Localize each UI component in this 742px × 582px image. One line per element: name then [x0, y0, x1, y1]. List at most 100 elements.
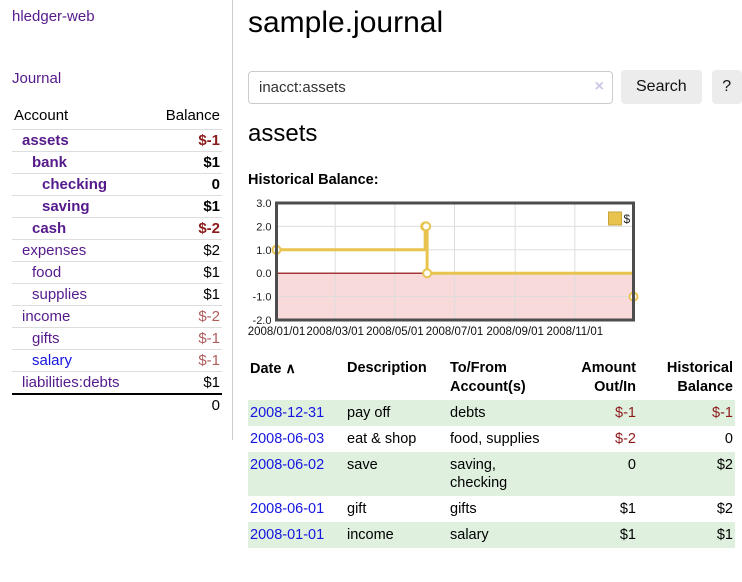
- help-button[interactable]: ?: [711, 70, 742, 104]
- register-description: income: [345, 522, 448, 548]
- register-date-link[interactable]: 2008-12-31: [250, 405, 325, 421]
- account-balance: $-1: [198, 352, 220, 369]
- account-row: salary $-1: [12, 349, 222, 371]
- account-balance: $-1: [198, 330, 220, 347]
- search-input-wrap: ×: [248, 70, 613, 104]
- register-date-link[interactable]: 2008-06-01: [250, 501, 325, 517]
- account-link[interactable]: cash: [32, 220, 67, 237]
- register-amount: 0: [543, 452, 638, 496]
- register-row: 2008-06-03 eat & shop food, supplies $-2 0: [248, 426, 735, 452]
- account-balance: $-2: [198, 220, 220, 237]
- account-balance: $-1: [198, 132, 220, 149]
- register-table: Date ∧ Description To/From Account(s) Am…: [248, 356, 735, 548]
- accounts-header-balance: Balance: [165, 107, 220, 124]
- register-row: 2008-12-31 pay off debts $-1 $-1: [248, 400, 735, 426]
- chart-legend-label: $: [624, 212, 631, 226]
- account-link[interactable]: liabilities:debts: [22, 374, 120, 391]
- account-heading: assets: [248, 120, 318, 147]
- register-header-accounts: To/From Account(s): [450, 360, 526, 395]
- register-header-amount: Amount Out/In: [581, 360, 636, 395]
- chart-y-tick-label: 0.0: [256, 268, 271, 280]
- accounts-table-header: Account Balance: [12, 104, 222, 129]
- search-input[interactable]: [248, 70, 613, 104]
- register-description: eat & shop: [347, 431, 417, 447]
- search-button[interactable]: Search: [621, 70, 702, 104]
- chart-x-tick-label: 2008/11/01: [546, 326, 603, 338]
- account-link[interactable]: gifts: [32, 330, 60, 347]
- chart-point-marker: [421, 221, 432, 232]
- accounts-total-row: 0: [12, 393, 222, 415]
- register-balance: $-1: [638, 400, 735, 426]
- account-link[interactable]: bank: [32, 154, 68, 171]
- chart-point-marker: [422, 268, 433, 279]
- register-header-date[interactable]: Date ∧: [250, 360, 296, 377]
- account-row: supplies $1: [12, 283, 222, 305]
- account-row: liabilities:debts $1: [12, 371, 222, 393]
- sidebar-item-journal[interactable]: Journal: [12, 70, 62, 87]
- register-header-description: Description: [347, 360, 427, 376]
- chart-x-tick-label: 2008/05/01: [366, 326, 424, 338]
- chart-x-tick-label: 2008/01/01: [248, 326, 306, 338]
- balance-chart: 3.0 2.0 1.0 0.0 -1.0 -2.0 2008/01/01 2008/03/01…: [248, 198, 735, 343]
- register-date-link[interactable]: 2008-06-03: [250, 431, 325, 447]
- register-accounts: saving, checking: [448, 452, 543, 496]
- search-bar: × Search ?: [248, 70, 742, 104]
- chart-title: Historical Balance:: [248, 172, 379, 188]
- brand-link[interactable]: hledger-web: [12, 8, 95, 25]
- chart-y-tick-label: -2.0: [253, 315, 272, 327]
- clear-search-icon[interactable]: ×: [594, 77, 604, 95]
- chart-border: [275, 201, 635, 322]
- register-amount: $1: [543, 522, 638, 548]
- account-link[interactable]: checking: [42, 176, 108, 193]
- account-balance: $-2: [198, 308, 220, 325]
- account-link[interactable]: saving: [42, 198, 90, 215]
- legend-swatch-icon: [608, 211, 622, 226]
- account-link[interactable]: food: [32, 264, 62, 281]
- account-link[interactable]: supplies: [32, 286, 88, 303]
- accounts-table-body: assets $-1 bank $1 checking 0 saving $1 cash $-2 e…: [12, 129, 222, 393]
- sidebar: hledger-web Journal Account Balance asse…: [0, 0, 233, 440]
- account-link[interactable]: expenses: [22, 242, 87, 259]
- account-row: saving $1: [12, 195, 222, 217]
- register-date-link[interactable]: 2008-01-01: [250, 527, 325, 543]
- register-accounts: food, supplies: [450, 431, 540, 447]
- register-table-body: 2008-12-31 pay off debts $-1 $-1 2008-06-03 ea…: [248, 400, 735, 548]
- register-amount: $-2: [615, 431, 636, 447]
- account-row: expenses $2: [12, 239, 222, 261]
- sort-asc-icon: ∧: [285, 360, 296, 376]
- register-accounts: gifts: [450, 501, 477, 517]
- register-accounts: debts: [448, 400, 543, 426]
- register-accounts: salary: [448, 522, 543, 548]
- chart-x-tick-label: 2008/09/01: [486, 326, 544, 338]
- register-amount: $-1: [543, 400, 638, 426]
- account-balance: $2: [203, 242, 220, 259]
- register-description: save: [345, 452, 448, 496]
- account-link[interactable]: income: [22, 308, 71, 325]
- register-balance: $2: [716, 501, 733, 517]
- chart-x-tick-label: 2008/07/01: [426, 326, 484, 338]
- register-description: pay off: [345, 400, 448, 426]
- account-balance: $1: [203, 154, 220, 171]
- account-link[interactable]: salary: [32, 352, 73, 369]
- account-link[interactable]: assets: [22, 132, 69, 149]
- account-row: income $-2: [12, 305, 222, 327]
- account-row: food $1: [12, 261, 222, 283]
- chart-y-tick-label: 3.0: [256, 198, 271, 210]
- accounts-table: Account Balance assets $-1 bank $1 checking 0…: [12, 104, 222, 415]
- chart-y-tick-label: 2.0: [256, 221, 271, 233]
- register-date-link[interactable]: 2008-06-02: [250, 457, 325, 473]
- register-header-row: Date ∧ Description To/From Account(s) Am…: [248, 356, 735, 400]
- register-balance: 0: [724, 431, 733, 447]
- account-balance: $1: [203, 198, 220, 215]
- register-balance: $2: [638, 452, 735, 496]
- chart-y-tick-label: 1.0: [256, 245, 271, 257]
- page-title: sample.journal: [248, 6, 444, 39]
- register-row: 2008-06-02 save saving, checking 0 $2: [248, 452, 735, 496]
- account-balance: $1: [203, 374, 220, 391]
- account-row: checking 0: [12, 173, 222, 195]
- account-row: bank $1: [12, 151, 222, 173]
- chart-y-tick-label: -1.0: [253, 292, 272, 304]
- account-row: cash $-2: [12, 217, 222, 239]
- register-row: 2008-06-01 gift gifts $1 $2: [248, 496, 735, 522]
- account-balance: $1: [203, 286, 220, 303]
